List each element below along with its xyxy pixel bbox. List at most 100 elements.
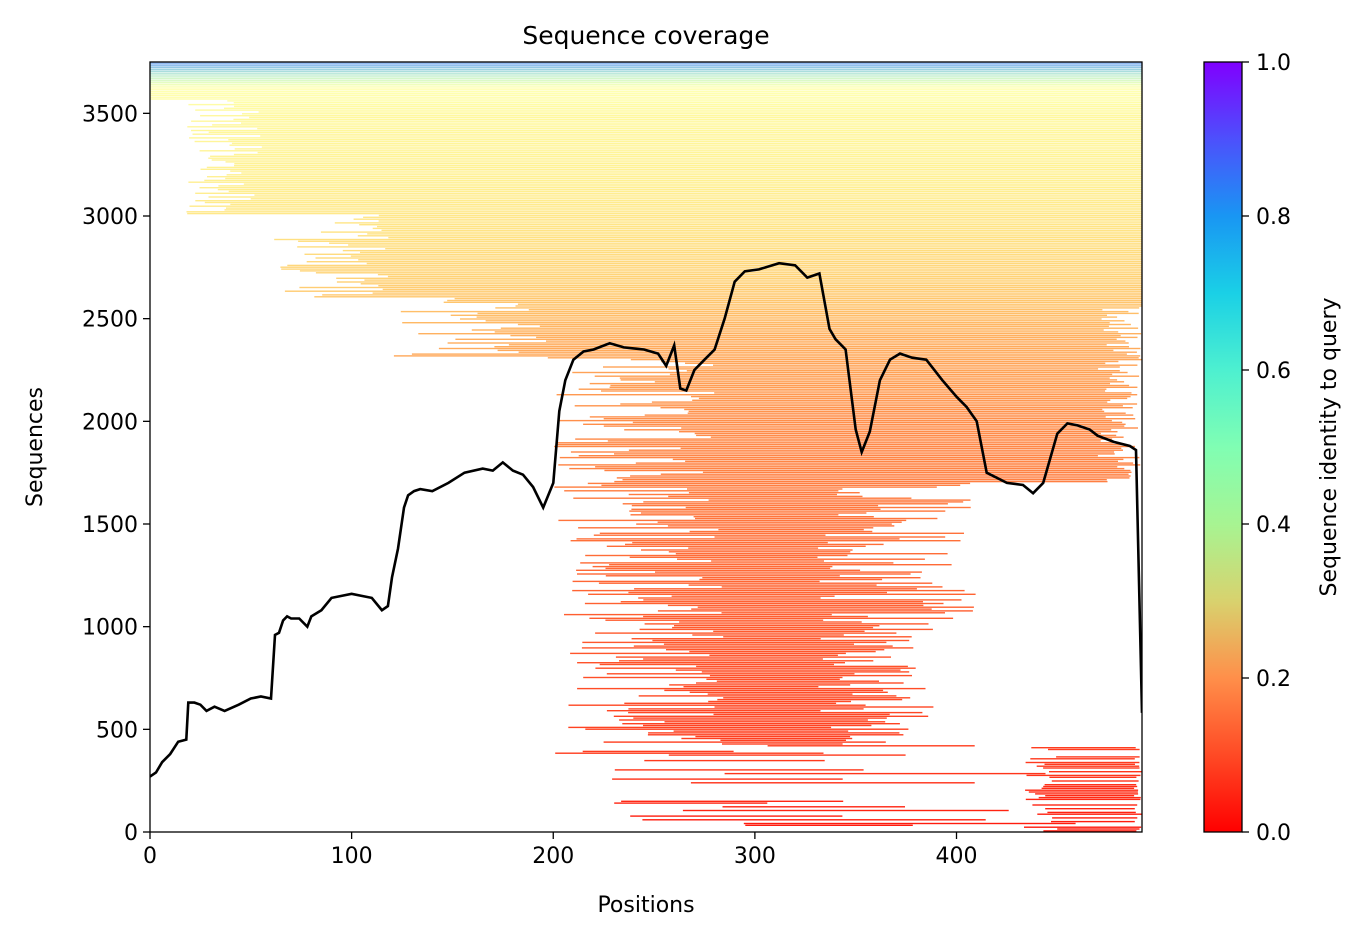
heatmap-row	[372, 292, 1142, 294]
heatmap-row	[606, 710, 821, 712]
heatmap-row	[664, 689, 884, 692]
heatmap-row	[713, 630, 865, 632]
heatmap-row	[364, 279, 1142, 281]
heatmap-row	[699, 578, 883, 581]
colorbar-label: Sequence identity to query	[1317, 297, 1342, 596]
heatmap-row	[189, 137, 1142, 139]
heatmap-layer	[150, 62, 1142, 832]
heatmap-row	[210, 155, 1142, 157]
heatmap-row	[360, 251, 1142, 254]
heatmap-row	[1048, 748, 1140, 751]
heatmap-row	[622, 479, 1107, 481]
heatmap-row	[578, 455, 1098, 457]
heatmap-row	[517, 303, 1142, 305]
heatmap-row	[569, 467, 1125, 470]
heatmap-row	[284, 290, 1142, 292]
heatmap-row	[320, 231, 1142, 233]
heatmap-row	[241, 172, 1142, 174]
heatmap-row	[682, 809, 1009, 812]
heatmap-row	[681, 737, 853, 740]
heatmap-row	[594, 375, 1140, 377]
heatmap-row	[228, 139, 1142, 141]
heatmap-row	[696, 665, 908, 668]
heatmap-row	[1045, 795, 1135, 797]
heatmap-row	[381, 229, 1142, 231]
heatmap-row	[606, 673, 855, 675]
heatmap-row	[702, 471, 1132, 473]
heatmap-row	[231, 142, 1142, 145]
heatmap-row	[628, 493, 837, 496]
heatmap-row	[150, 96, 1142, 98]
heatmap-row	[666, 649, 885, 651]
heatmap-row	[243, 183, 1142, 185]
heatmap-row	[150, 83, 1142, 85]
heatmap-row	[708, 700, 851, 703]
heatmap-row	[672, 626, 874, 629]
heatmap-row	[297, 246, 1142, 248]
heatmap-row	[554, 486, 937, 488]
heatmap-row	[229, 144, 1142, 146]
heatmap-row	[150, 91, 1142, 93]
heatmap-row	[242, 113, 1142, 115]
heatmap-row	[640, 512, 867, 514]
heatmap-row	[688, 547, 819, 549]
heatmap-row	[204, 179, 1142, 182]
heatmap-row	[713, 364, 1138, 366]
heatmap-row	[1044, 763, 1135, 765]
heatmap-row	[588, 593, 976, 595]
heatmap-row	[683, 686, 819, 688]
heatmap-row	[631, 508, 881, 510]
heatmap-row	[393, 355, 1141, 357]
heatmap-row	[724, 772, 1046, 775]
heatmap-row	[635, 462, 1134, 464]
heatmap-row	[1043, 785, 1138, 788]
heatmap-row	[359, 224, 1142, 226]
heatmap-row	[233, 153, 1142, 156]
heatmap-row	[687, 412, 1126, 414]
heatmap-row	[476, 316, 1118, 318]
heatmap-row	[558, 519, 907, 522]
heatmap-row	[613, 715, 929, 717]
heatmap-row	[377, 225, 1142, 228]
heatmap-row	[225, 177, 1142, 180]
heatmap-row	[689, 650, 876, 653]
heatmap-row	[150, 74, 1142, 76]
heatmap-row	[573, 497, 912, 499]
heatmap-row	[204, 201, 1142, 204]
heatmap-row	[224, 209, 1142, 211]
heatmap-row	[604, 469, 1131, 472]
heatmap-row	[1044, 784, 1137, 786]
heatmap-row	[636, 523, 892, 525]
heatmap-row	[336, 281, 1142, 283]
heatmap-row	[673, 730, 849, 732]
heatmap-row	[628, 711, 923, 714]
heatmap-row	[644, 414, 1134, 416]
heatmap-row	[628, 591, 887, 594]
heatmap-row	[372, 227, 1142, 230]
heatmap-row	[234, 164, 1142, 167]
heatmap-row	[688, 492, 860, 494]
heatmap-row	[595, 466, 1118, 468]
heatmap-row	[690, 782, 975, 784]
heatmap-row	[686, 370, 1120, 372]
heatmap-row	[224, 107, 1142, 109]
heatmap-row	[713, 713, 890, 716]
heatmap-row	[150, 92, 1142, 95]
heatmap-row	[250, 198, 1142, 200]
heatmap-row	[557, 419, 1112, 422]
heatmap-row	[1043, 767, 1140, 769]
heatmap-row	[685, 460, 1118, 462]
heatmap-row	[701, 671, 910, 673]
heatmap-row	[628, 449, 1123, 451]
x-axis-label: Positions	[597, 893, 694, 918]
heatmap-row	[564, 613, 832, 616]
heatmap-row	[150, 89, 1142, 91]
heatmap-row	[477, 312, 1139, 315]
heatmap-row	[257, 127, 1142, 130]
heatmap-row	[696, 434, 1117, 437]
heatmap-row	[191, 129, 1142, 132]
heatmap-row	[684, 408, 1103, 411]
heatmap-row	[1047, 811, 1136, 814]
heatmap-row	[1037, 813, 1142, 815]
heatmap-row	[694, 432, 1101, 435]
